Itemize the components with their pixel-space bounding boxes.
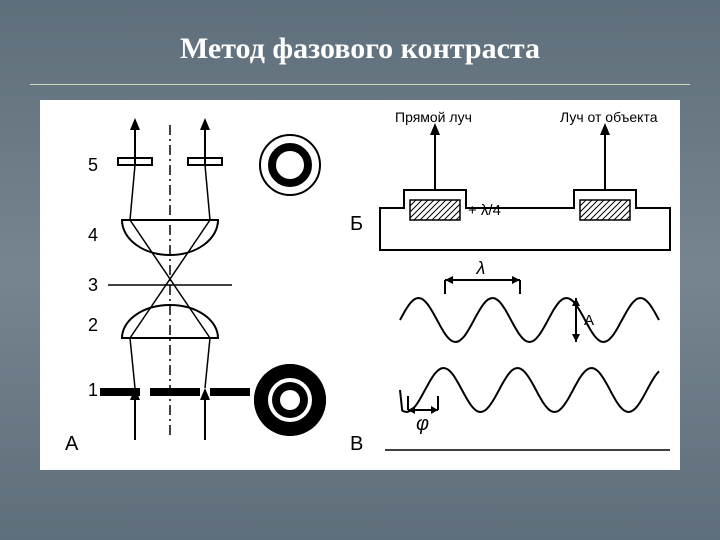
svg-text:5: 5 [88, 155, 98, 175]
slide-title: Метод фазового контраста [0, 32, 720, 66]
svg-text:А: А [65, 433, 79, 455]
title-divider [30, 84, 690, 85]
svg-text:φ: φ [416, 413, 429, 435]
svg-text:4: 4 [88, 225, 98, 245]
svg-text:1: 1 [88, 380, 98, 400]
svg-text:A: A [584, 312, 594, 329]
svg-text:Луч от объекта: Луч от объекта [560, 109, 658, 125]
svg-text:Б: Б [350, 213, 363, 235]
diagram-figure: 1 2 3 4 5 А Б Прямой луч Луч от объекта + λ/4 Вλ Aφ [40, 100, 680, 470]
svg-text:3: 3 [88, 275, 98, 295]
svg-text:2: 2 [88, 315, 98, 335]
svg-text:+ λ/4: + λ/4 [468, 202, 501, 219]
svg-text:В: В [350, 433, 363, 455]
svg-text:Прямой луч: Прямой луч [395, 109, 472, 125]
svg-text:λ: λ [476, 258, 486, 278]
